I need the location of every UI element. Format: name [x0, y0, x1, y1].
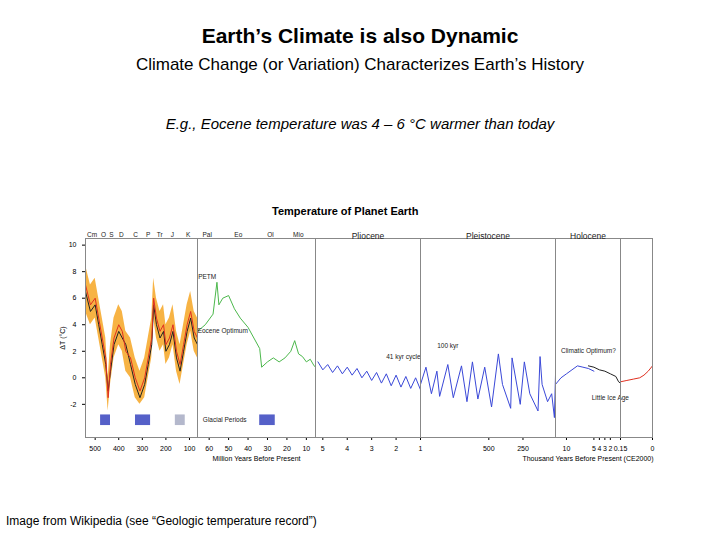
svg-text:4: 4 — [597, 445, 601, 452]
svg-text:10: 10 — [563, 445, 571, 452]
svg-text:5: 5 — [592, 445, 596, 452]
svg-text:100 kyr: 100 kyr — [437, 342, 459, 350]
svg-text:3: 3 — [370, 445, 374, 452]
svg-text:C: C — [133, 231, 138, 238]
svg-text:100: 100 — [184, 445, 196, 452]
svg-text:4: 4 — [345, 445, 349, 452]
svg-text:D: D — [119, 231, 124, 238]
svg-text:250: 250 — [517, 445, 529, 452]
svg-text:2: 2 — [608, 445, 612, 452]
svg-text:30: 30 — [264, 445, 272, 452]
html-text:Climate Change (or Variation): Climate Change (or Variation) Characteri… — [135, 55, 585, 74]
svg-text:41 kyr cycle: 41 kyr cycle — [386, 353, 421, 361]
svg-text:3: 3 — [603, 445, 607, 452]
svg-text:-2: -2 — [70, 401, 76, 408]
svg-text:400: 400 — [113, 445, 125, 452]
svg-text:Ol: Ol — [267, 231, 274, 238]
svg-text:Thousand Years Before Present: Thousand Years Before Present (CE2000) — [522, 455, 653, 463]
svg-text:40: 40 — [244, 445, 252, 452]
svg-text:4: 4 — [73, 321, 77, 328]
svg-text:5: 5 — [321, 445, 325, 452]
svg-text:P: P — [146, 231, 150, 238]
svg-text:10: 10 — [69, 241, 77, 248]
svg-text:Cm: Cm — [87, 231, 97, 238]
svg-text:Holocene: Holocene — [570, 231, 606, 241]
html-text:Temperature of Planet Earth: Temperature of Planet Earth — [272, 205, 419, 217]
svg-text:K: K — [186, 231, 191, 238]
svg-text:6: 6 — [73, 294, 77, 301]
svg-text:2: 2 — [394, 445, 398, 452]
svg-text:Million Years Before Present: Million Years Before Present — [213, 455, 301, 462]
html-text:Earth’s Climate is also Dynami: Earth’s Climate is also Dynamic — [201, 24, 519, 47]
svg-text:500: 500 — [483, 445, 495, 452]
svg-text:0: 0 — [73, 374, 77, 381]
svg-text:8: 8 — [73, 268, 77, 275]
svg-text:Mio: Mio — [293, 231, 304, 238]
svg-text:Pleistocene: Pleistocene — [466, 231, 510, 241]
svg-text:300: 300 — [136, 445, 148, 452]
svg-text:Glacial Periods: Glacial Periods — [203, 416, 247, 423]
svg-text:J: J — [171, 231, 174, 238]
svg-text:O: O — [101, 231, 106, 238]
svg-text:Eo: Eo — [234, 231, 242, 238]
svg-text:Eocene Optimum: Eocene Optimum — [198, 327, 248, 335]
svg-text:50: 50 — [225, 445, 233, 452]
svg-text:Climatic Optimum?: Climatic Optimum? — [561, 347, 616, 355]
html-text:Image from Wikipedia (see “Geo: Image from Wikipedia (see “Geologic temp… — [6, 514, 317, 528]
svg-text:Pal: Pal — [203, 231, 213, 238]
svg-text:200: 200 — [160, 445, 172, 452]
svg-text:ΔT (°C): ΔT (°C) — [59, 326, 67, 349]
svg-text:1: 1 — [419, 445, 423, 452]
svg-text:60: 60 — [205, 445, 213, 452]
svg-text:20: 20 — [283, 445, 291, 452]
svg-text:0: 0 — [651, 445, 655, 452]
svg-text:Tr: Tr — [157, 231, 164, 238]
svg-text:Pliocene: Pliocene — [352, 231, 385, 241]
svg-text:Little Ice Age: Little Ice Age — [592, 394, 630, 402]
svg-text:PETM: PETM — [198, 273, 216, 280]
svg-text:10: 10 — [302, 445, 310, 452]
svg-text:0.15: 0.15 — [614, 445, 628, 452]
svg-text:500: 500 — [89, 445, 101, 452]
svg-text:2: 2 — [73, 348, 77, 355]
svg-text:S: S — [109, 231, 114, 238]
html-text:E.g., Eocene temperature was 4: E.g., Eocene temperature was 4 – 6 °C wa… — [165, 115, 555, 132]
